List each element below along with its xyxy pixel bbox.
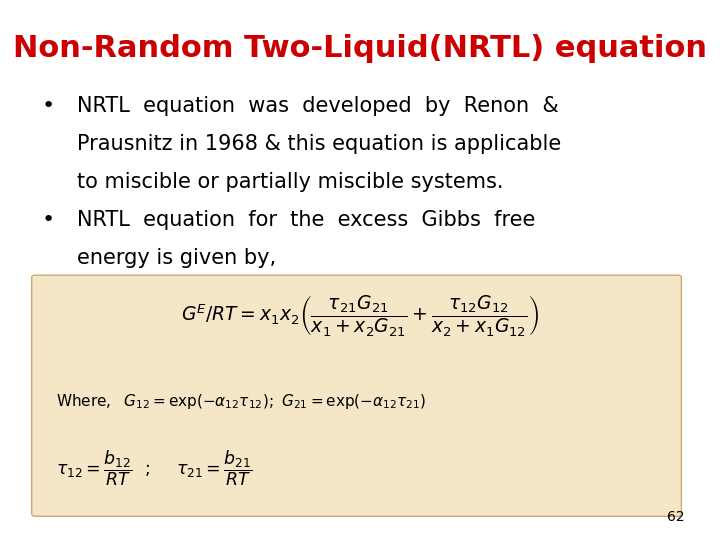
Text: $G^E / RT = x_1 x_2 \left( \dfrac{\tau_{21}G_{21}}{x_1 + x_2 G_{21}} + \dfrac{\t: $G^E / RT = x_1 x_2 \left( \dfrac{\tau_{… [181, 293, 539, 339]
Text: Prausnitz in 1968 & this equation is applicable: Prausnitz in 1968 & this equation is app… [76, 134, 561, 154]
Text: •: • [42, 96, 55, 116]
Text: NRTL  equation  was  developed  by  Renon  &: NRTL equation was developed by Renon & [76, 96, 558, 116]
Text: to miscible or partially miscible systems.: to miscible or partially miscible system… [76, 172, 503, 192]
Text: $\tau_{12} = \dfrac{b_{12}}{RT} \ \ ;\ \ \ \ \tau_{21} = \dfrac{b_{21}}{RT}$: $\tau_{12} = \dfrac{b_{12}}{RT} \ \ ;\ \… [56, 449, 253, 488]
FancyBboxPatch shape [32, 275, 681, 516]
Text: Non-Random Two-Liquid(NRTL) equation: Non-Random Two-Liquid(NRTL) equation [13, 34, 707, 63]
Text: •: • [42, 211, 55, 231]
Text: $\mathrm{Where,}\ \ G_{12} = \exp(-\alpha_{12}\tau_{12});\ G_{21} = \exp(-\alpha: $\mathrm{Where,}\ \ G_{12} = \exp(-\alph… [56, 392, 426, 411]
Text: 62: 62 [667, 510, 685, 524]
Text: energy is given by,: energy is given by, [76, 248, 276, 268]
Text: NRTL  equation  for  the  excess  Gibbs  free: NRTL equation for the excess Gibbs free [76, 211, 535, 231]
